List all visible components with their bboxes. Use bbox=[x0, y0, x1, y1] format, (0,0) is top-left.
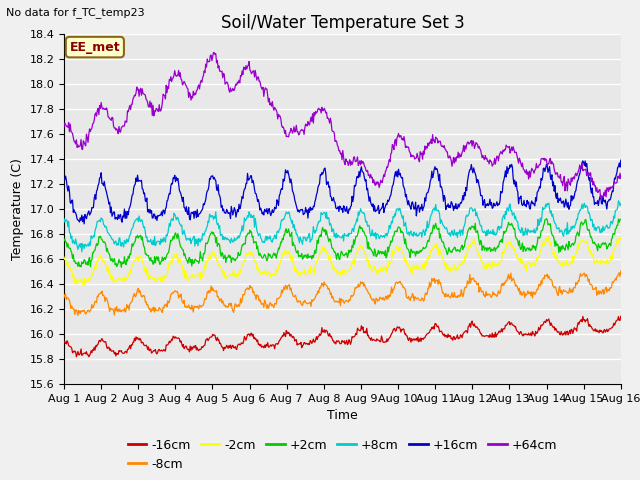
Title: Soil/Water Temperature Set 3: Soil/Water Temperature Set 3 bbox=[221, 14, 464, 32]
X-axis label: Time: Time bbox=[327, 409, 358, 422]
Text: No data for f_TC_temp23: No data for f_TC_temp23 bbox=[6, 7, 145, 18]
Text: EE_met: EE_met bbox=[70, 41, 120, 54]
Legend: -16cm, -8cm, -2cm, +2cm, +8cm, +16cm, +64cm: -16cm, -8cm, -2cm, +2cm, +8cm, +16cm, +6… bbox=[122, 433, 563, 476]
Y-axis label: Temperature (C): Temperature (C) bbox=[11, 158, 24, 260]
